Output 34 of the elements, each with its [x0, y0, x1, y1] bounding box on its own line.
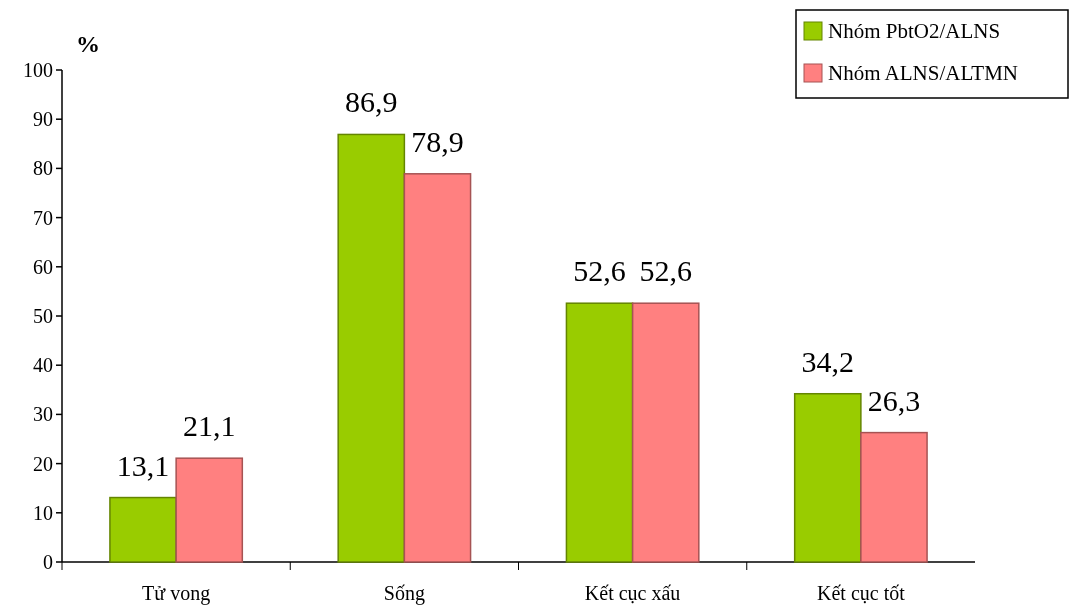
data-label: 78,9 [411, 124, 464, 158]
y-tick-label: 100 [23, 59, 53, 81]
data-label: 13,1 [116, 448, 170, 482]
y-tick-label: 90 [33, 108, 53, 131]
bar [175, 457, 244, 563]
data-label: 21,1 [182, 409, 236, 443]
bar [793, 392, 862, 563]
legend-label: Nhóm PbtO2/ALNS [828, 19, 1001, 44]
bar [631, 302, 700, 563]
y-tick-label: 40 [33, 354, 53, 377]
bar [565, 302, 634, 563]
bar [109, 496, 177, 563]
y-tick-label: 80 [33, 157, 53, 180]
y-tick-label: 60 [33, 255, 53, 278]
y-tick-label: 0 [43, 551, 53, 573]
data-label: 52,6 [639, 254, 692, 288]
x-tick-label: Sống [383, 582, 425, 605]
y-tick-label: 10 [33, 501, 53, 524]
y-tick-label: 50 [33, 305, 53, 327]
bar [860, 431, 928, 563]
bar [337, 133, 406, 563]
x-tick-label: Kết cục xấu [584, 582, 681, 604]
x-tick-label: Kết cục tốt [817, 582, 906, 604]
y-axis-title: % [76, 31, 100, 57]
y-tick-label: 30 [33, 403, 53, 426]
data-label: 26,3 [867, 383, 921, 417]
y-tick-label: 70 [33, 206, 53, 229]
data-label: 52,6 [573, 254, 626, 288]
y-tick-label: 20 [33, 452, 53, 475]
data-label: 86,9 [345, 85, 398, 119]
data-label: 34,2 [801, 344, 855, 378]
bar [403, 173, 472, 563]
x-tick-label: Tử vong [142, 582, 211, 605]
legend-label: Nhóm ALNS/ALTMN [828, 61, 1018, 86]
